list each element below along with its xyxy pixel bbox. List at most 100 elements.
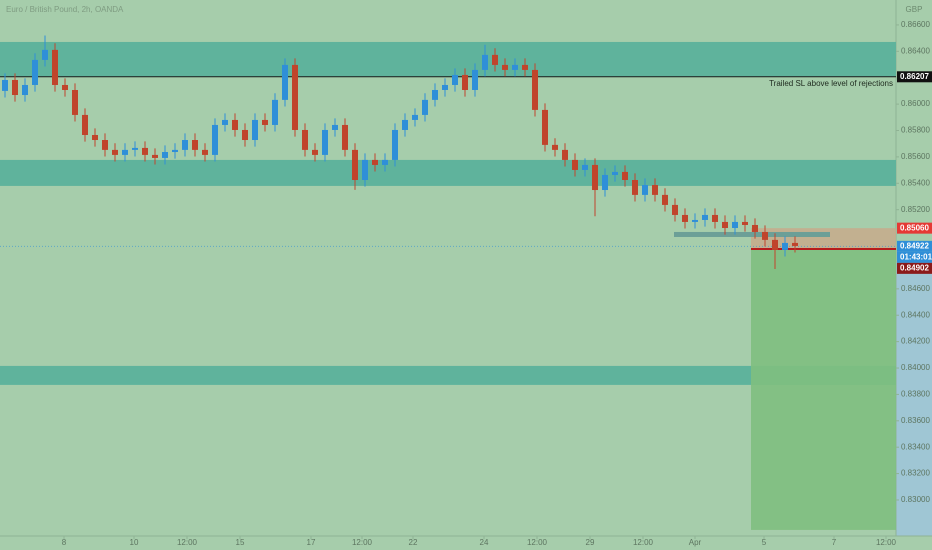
last-price-label: 0.84922: [900, 241, 929, 250]
y-tick-label: 0.84200: [901, 337, 930, 346]
x-tick-label: 5: [762, 538, 767, 547]
entry-label-bg: [897, 262, 932, 274]
candle-body: [102, 140, 108, 150]
candle-body: [42, 49, 48, 60]
candle-body: [712, 214, 718, 222]
x-tick-label: 12:00: [527, 538, 548, 547]
y-tick-label: 0.86600: [901, 20, 930, 29]
candle-body: [122, 149, 128, 155]
y-tick-label: 0.83600: [901, 416, 930, 425]
candle-body: [202, 149, 208, 155]
candle-body: [262, 119, 268, 125]
x-tick-label: 15: [236, 538, 245, 547]
candle-body: [742, 221, 748, 225]
candle-body: [382, 159, 388, 165]
candle-body: [222, 119, 228, 125]
candle-body: [622, 171, 628, 180]
candle-body: [782, 242, 788, 250]
candle-body: [502, 64, 508, 70]
level-annotation: Trailed SL above level of rejections: [769, 79, 893, 88]
candle-body: [142, 147, 148, 155]
y-tick-label: 0.83000: [901, 495, 930, 504]
y-tick-label: 0.83800: [901, 390, 930, 399]
countdown-label-bg: [897, 251, 932, 263]
entry-label: 0.84902: [900, 263, 929, 272]
x-tick-label: 24: [480, 538, 489, 547]
candle-body: [512, 64, 518, 70]
candle-body: [112, 149, 118, 155]
target-area: [751, 248, 896, 530]
candle-body: [592, 164, 598, 191]
zone: [0, 365, 896, 385]
candle-body: [162, 152, 168, 158]
candle-body: [562, 149, 568, 160]
x-tick-label: Apr: [689, 538, 702, 547]
candle-body: [182, 140, 188, 150]
candle-body: [232, 119, 238, 130]
level-label: 0.86207: [900, 72, 929, 81]
candle-body: [322, 129, 328, 155]
candle-body: [422, 99, 428, 115]
candle-body: [32, 59, 38, 85]
candle-body: [172, 149, 178, 153]
y-tick-label: 0.85200: [901, 205, 930, 214]
candle-body: [462, 74, 468, 90]
candle-body: [92, 134, 98, 141]
y-tick-label: 0.84600: [901, 284, 930, 293]
candle-body: [682, 214, 688, 222]
candle-body: [762, 231, 768, 240]
countdown-label: 01:43:01: [900, 252, 932, 261]
small-zone: [674, 231, 830, 237]
candle-body: [192, 140, 198, 150]
zone: [0, 41, 896, 77]
x-tick-label: 10: [130, 538, 139, 547]
x-tick-label: 22: [409, 538, 418, 547]
candle-body: [542, 109, 548, 145]
x-tick-label: 7: [832, 538, 837, 547]
candle-body: [772, 239, 778, 250]
x-tick-label: 12:00: [876, 538, 897, 547]
chart-title: Euro / British Pound, 2h, OANDA: [6, 5, 124, 14]
candle-body: [282, 64, 288, 100]
x-tick-label: 29: [586, 538, 595, 547]
candle-body: [752, 224, 758, 232]
candle-body: [212, 124, 218, 155]
candle-body: [132, 147, 138, 150]
candle-body: [722, 221, 728, 229]
candle-body: [352, 149, 358, 180]
candle-body: [532, 69, 538, 110]
level-label-bg: [897, 71, 932, 83]
candle-body: [602, 174, 608, 191]
candle-body: [412, 114, 418, 120]
currency: GBP: [906, 5, 923, 14]
last-price-label-bg: [897, 240, 932, 252]
x-tick-label: 12:00: [633, 538, 654, 547]
stop-label: 0.85060: [900, 223, 929, 232]
candle-body: [62, 84, 68, 90]
x-tick-label: 12:00: [177, 538, 198, 547]
y-tick-label: 0.85800: [901, 126, 930, 135]
candle-body: [12, 79, 18, 96]
x-tick-label: 8: [62, 538, 67, 547]
candle-body: [582, 164, 588, 170]
candle-body: [492, 54, 498, 65]
y-tick-label: 0.85400: [901, 178, 930, 187]
candle-body: [632, 179, 638, 195]
candle-body: [792, 242, 798, 246]
candle-body: [362, 159, 368, 180]
candle-body: [402, 119, 408, 130]
candle-body: [612, 171, 618, 175]
candle-body: [302, 129, 308, 150]
candle-body: [252, 119, 258, 141]
candle-body: [452, 74, 458, 85]
candle-body: [552, 144, 558, 150]
candle-body: [482, 54, 488, 70]
candle-body: [242, 129, 248, 141]
x-tick-label: 17: [307, 538, 316, 547]
chart-layer: Trailed SL above level of rejections 0.86…: [0, 20, 932, 547]
candle-body: [312, 149, 318, 155]
y-tick-label: 0.86000: [901, 99, 930, 108]
y-tick-label: 0.83400: [901, 442, 930, 451]
candle-body: [642, 185, 648, 195]
